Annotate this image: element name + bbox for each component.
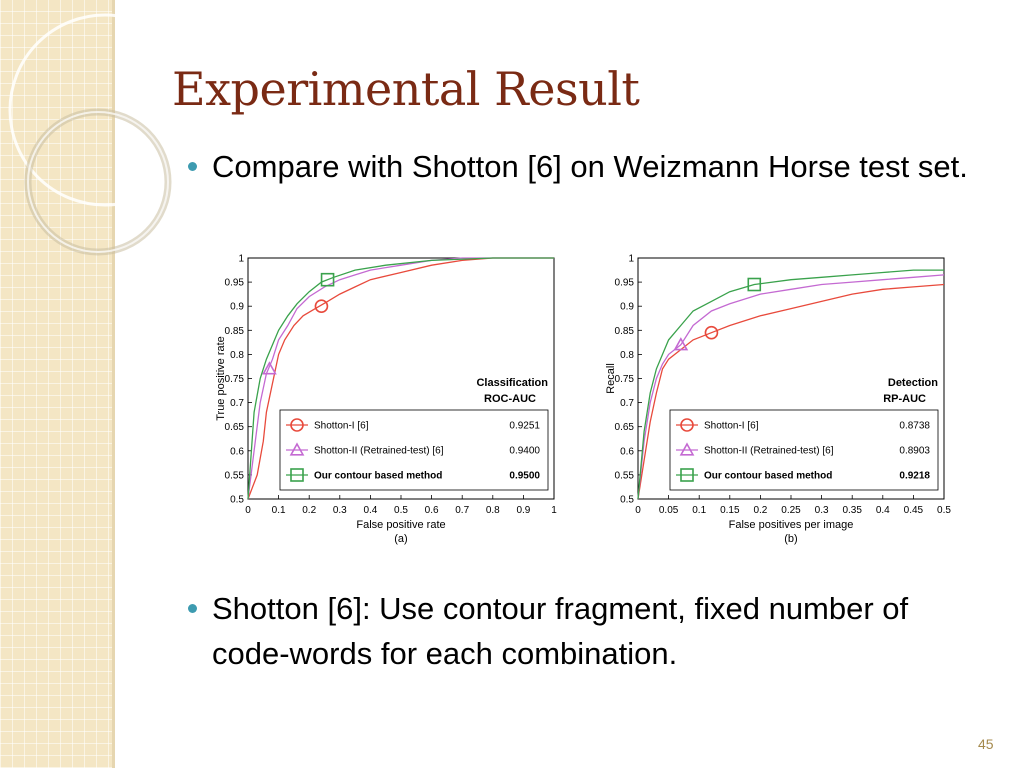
detection-x-tick-label: 0.35: [842, 505, 862, 516]
detection-y-tick-label: 0.95: [615, 278, 635, 289]
roc-legend-swatch-marker: [289, 442, 305, 456]
detection-x-tick-label: 0: [635, 505, 641, 516]
detection-legend-value: 0.9218: [899, 471, 930, 482]
detection-x-tick-label: 0.3: [815, 505, 829, 516]
roc-y-tick-label: 0.6: [230, 446, 244, 457]
roc-legend-label: Shotton-II (Retrained-test) [6]: [314, 446, 444, 457]
roc-x-tick-label: 0.3: [333, 505, 347, 516]
roc-x-tick-label: 0.1: [272, 505, 286, 516]
detection-legend-swatch-marker: [680, 418, 694, 432]
detection-legend-swatch-marker: [679, 442, 695, 456]
roc-y-tick-label: 0.55: [225, 470, 245, 481]
roc-x-tick-label: 0.7: [455, 505, 469, 516]
roc-chart-title: Classification: [476, 377, 548, 389]
bullet-dot-icon: [188, 604, 197, 613]
roc-x-tick-label: 0.4: [363, 505, 377, 516]
roc-series-marker-2: [262, 361, 277, 375]
detection-legend-label: Shotton-II (Retrained-test) [6]: [704, 446, 834, 457]
roc-x-tick-label: 0.2: [302, 505, 316, 516]
roc-y-tick-label: 0.95: [225, 278, 245, 289]
detection-chart: 0 0.05 0.1 0.15 0.2 0.25 0.3 0.35 0.4 0.45 0.5 0.5 0…: [605, 254, 951, 546]
roc-y-axis-label: True positive rate: [215, 336, 227, 421]
roc-series-line-1: [247, 257, 554, 500]
detection-y-tick-label: 1: [628, 254, 634, 265]
bullet-dot-icon: [188, 162, 197, 171]
detection-series-marker-1: [704, 325, 719, 340]
roc-legend-value: 0.9251: [509, 421, 540, 432]
detection-x-axis-label: False positives per image: [729, 519, 854, 531]
detection-series-line-2: [637, 274, 945, 500]
roc-series-line-3: [247, 257, 554, 500]
detection-y-tick-label: 0.85: [615, 326, 635, 337]
roc-y-tick-label: 0.7: [230, 398, 244, 409]
slide-number: 45: [978, 736, 994, 752]
roc-y-tick-label: 1: [238, 254, 244, 265]
roc-legend-value: 0.9500: [509, 471, 540, 482]
roc-legend-swatch-marker: [290, 468, 304, 482]
detection-series-line-1: [637, 283, 945, 500]
detection-x-tick-label: 0.2: [753, 505, 767, 516]
roc-y-tick-label: 0.9: [230, 302, 244, 313]
decorative-sidebar: [0, 0, 112, 768]
roc-y-tick-label: 0.5: [230, 495, 244, 506]
detection-x-tick-label: 0.4: [876, 505, 890, 516]
roc-legend-label: Shotton-I [6]: [314, 421, 369, 432]
detection-chart-subtitle: RP-AUC: [883, 393, 926, 405]
roc-series-marker-1: [314, 299, 329, 314]
detection-y-tick-label: 0.55: [615, 470, 635, 481]
roc-y-tick-label: 0.85: [225, 326, 245, 337]
roc-series-marker-3: [320, 272, 335, 287]
detection-legend-label: Our contour based method: [704, 471, 832, 482]
roc-x-tick-label: 0.5: [394, 505, 408, 516]
sidebar-edge: [112, 0, 115, 768]
detection-x-tick-label: 0.25: [781, 505, 801, 516]
detection-y-tick-label: 0.9: [620, 302, 634, 313]
roc-x-axis-label: False positive rate: [356, 519, 445, 531]
detection-caption: (b): [784, 533, 797, 545]
roc-y-tick-label: 0.65: [225, 422, 245, 433]
detection-y-axis-label: Recall: [605, 363, 617, 394]
detection-y-tick-label: 0.5: [620, 495, 634, 506]
roc-caption: (a): [394, 533, 407, 545]
detection-y-tick-label: 0.6: [620, 446, 634, 457]
detection-x-tick-label: 0.1: [692, 505, 706, 516]
detection-y-tick-label: 0.7: [620, 398, 634, 409]
roc-legend-value: 0.9400: [509, 446, 540, 457]
bullet-text: Compare with Shotton [6] on Weizmann Hor…: [212, 149, 968, 184]
roc-x-tick-label: 0: [245, 505, 251, 516]
roc-legend: [279, 409, 549, 491]
roc-x-tick-label: 0.9: [516, 505, 530, 516]
detection-series-line-3: [637, 269, 944, 500]
slide-title: Experimental Result: [172, 62, 640, 116]
roc-legend-label: Our contour based method: [314, 471, 442, 482]
roc-y-tick-label: 0.75: [225, 374, 245, 385]
roc-x-tick-label: 1: [551, 505, 557, 516]
detection-series-marker-3: [747, 277, 762, 292]
roc-x-tick-label: 0.6: [425, 505, 439, 516]
detection-legend-value: 0.8738: [899, 421, 930, 432]
roc-chart-subtitle: ROC-AUC: [484, 393, 536, 405]
detection-legend-swatch-marker: [680, 468, 694, 482]
detection-legend-value: 0.8903: [899, 446, 930, 457]
roc-legend-swatch-marker: [290, 418, 304, 432]
detection-x-tick-label: 0.15: [720, 505, 740, 516]
detection-legend: [669, 409, 939, 491]
roc-x-tick-label: 0.8: [486, 505, 500, 516]
detection-legend-label: Shotton-I [6]: [704, 421, 759, 432]
detection-x-tick-label: 0.5: [937, 505, 951, 516]
detection-x-tick-label: 0.05: [659, 505, 679, 516]
detection-chart-title: Detection: [888, 377, 938, 389]
bullet-text: Shotton [6]: Use contour fragment, fixed…: [212, 591, 909, 671]
detection-y-tick-label: 0.65: [615, 422, 635, 433]
detection-x-tick-label: 0.45: [904, 505, 924, 516]
roc-y-tick-label: 0.8: [230, 350, 244, 361]
detection-y-tick-label: 0.8: [620, 350, 634, 361]
detection-y-tick-label: 0.75: [615, 374, 635, 385]
detection-series-marker-2: [673, 337, 689, 351]
roc-chart: 0 0.1 0.2 0.3 0.4 0.5 0.6 0.7 0.8 0.9 1 0.5 0.55 0.6 0…: [215, 254, 557, 546]
